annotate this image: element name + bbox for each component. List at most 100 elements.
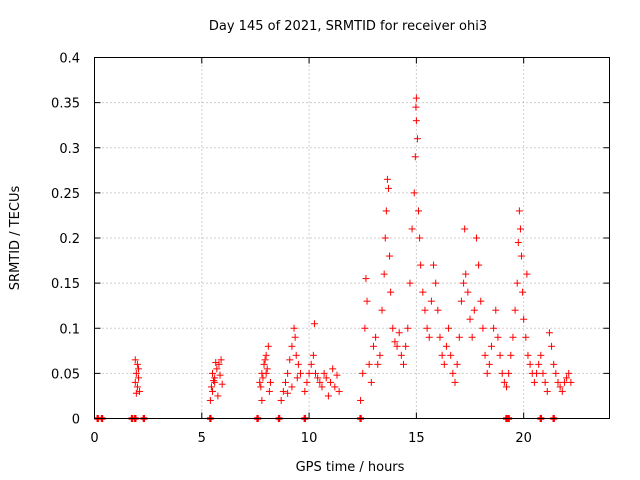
data-point xyxy=(434,306,442,314)
data-point xyxy=(215,360,223,368)
data-point xyxy=(290,324,298,332)
data-point xyxy=(367,378,375,386)
data-point xyxy=(442,342,450,350)
data-point xyxy=(432,279,440,287)
data-point xyxy=(318,383,326,391)
data-point xyxy=(514,239,522,247)
y-tick-label: 0.4 xyxy=(59,52,80,67)
data-point xyxy=(136,387,144,395)
data-point xyxy=(481,351,489,359)
data-point xyxy=(288,342,296,350)
data-point xyxy=(286,356,294,364)
y-tick-label: 0.15 xyxy=(51,277,80,292)
data-point xyxy=(260,360,268,368)
data-point xyxy=(498,369,506,377)
data-point xyxy=(382,207,390,215)
data-point xyxy=(548,342,556,350)
data-point xyxy=(384,184,392,192)
data-point xyxy=(213,365,221,373)
data-point xyxy=(259,374,267,382)
data-point xyxy=(264,342,272,350)
data-point xyxy=(209,369,217,377)
data-point xyxy=(256,378,264,386)
tick-layer: 0 5 10 15 20 0 0.05 0.1 0.15 0.2 0.25 0.3 0.35 0.4 xyxy=(51,52,610,446)
data-point xyxy=(535,360,543,368)
data-point xyxy=(425,333,433,341)
data-point xyxy=(487,342,495,350)
data-point xyxy=(365,360,373,368)
data-point xyxy=(257,383,265,391)
data-point xyxy=(134,374,142,382)
data-point xyxy=(485,360,493,368)
data-point xyxy=(413,135,421,143)
data-point xyxy=(324,392,332,400)
data-point xyxy=(417,261,425,269)
data-point xyxy=(554,378,562,386)
data-point xyxy=(438,351,446,359)
data-point xyxy=(419,288,427,296)
data-point xyxy=(288,383,296,391)
data-point xyxy=(412,94,420,102)
y-tick-label: 0.3 xyxy=(59,142,80,157)
data-point xyxy=(301,387,309,395)
data-point xyxy=(383,175,391,183)
data-point xyxy=(457,297,465,305)
x-tick-label: 10 xyxy=(301,431,318,446)
chart-title: Day 145 of 2021, SRMTID for receiver ohi… xyxy=(209,19,487,34)
data-point xyxy=(400,360,407,368)
data-point xyxy=(386,252,394,260)
data-point xyxy=(520,315,528,323)
data-point xyxy=(522,333,530,341)
data-point xyxy=(132,369,140,377)
data-point xyxy=(563,374,571,382)
data-point xyxy=(505,369,513,377)
data-point xyxy=(411,153,419,161)
data-point xyxy=(410,189,418,197)
data-point xyxy=(526,360,534,368)
data-point xyxy=(389,324,397,332)
data-point xyxy=(391,338,399,346)
x-tick-label: 20 xyxy=(515,431,532,446)
data-point xyxy=(262,351,270,359)
data-point xyxy=(509,333,517,341)
data-point xyxy=(440,360,448,368)
data-point xyxy=(361,324,369,332)
data-point xyxy=(307,360,315,368)
data-point xyxy=(211,378,219,386)
data-point xyxy=(550,360,558,368)
data-point xyxy=(216,371,224,379)
data-point xyxy=(449,369,457,377)
data-point xyxy=(415,207,423,215)
data-point xyxy=(266,378,274,386)
data-point xyxy=(503,383,510,391)
data-point xyxy=(281,378,289,386)
data-point xyxy=(412,117,420,125)
data-point xyxy=(393,342,401,350)
data-point xyxy=(258,396,266,404)
data-point xyxy=(543,387,551,395)
y-tick-label: 0.2 xyxy=(59,232,80,247)
data-point xyxy=(490,324,498,332)
data-point xyxy=(293,374,301,382)
data-point xyxy=(131,378,139,386)
data-point xyxy=(312,369,320,377)
data-point xyxy=(133,383,141,391)
data-point xyxy=(533,369,541,377)
data-point xyxy=(515,207,523,215)
data-point xyxy=(329,365,337,373)
data-point xyxy=(263,365,271,373)
data-point xyxy=(421,306,429,314)
x-axis-label: GPS time / hours xyxy=(296,460,405,475)
data-point xyxy=(500,378,508,386)
data-point xyxy=(492,306,500,314)
data-point xyxy=(462,270,470,278)
data-point xyxy=(545,329,553,337)
data-point xyxy=(134,365,142,373)
data-point xyxy=(309,351,317,359)
data-point xyxy=(406,279,414,287)
data-point xyxy=(445,324,453,332)
data-point xyxy=(314,374,322,382)
data-point xyxy=(335,387,343,395)
data-point xyxy=(387,288,395,296)
